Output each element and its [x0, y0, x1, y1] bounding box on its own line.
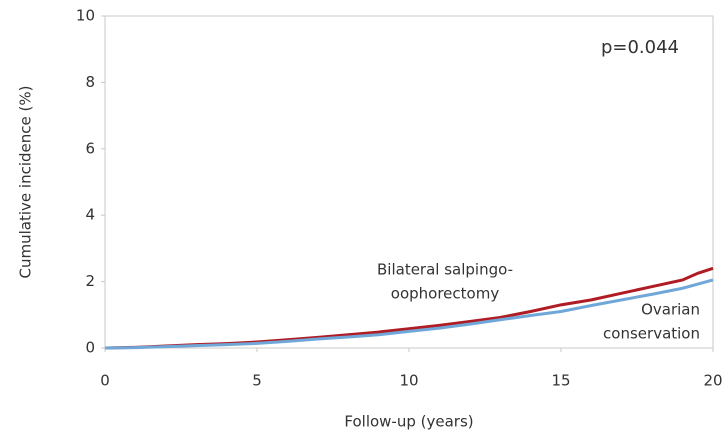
series-label: Bilateral salpingo-: [377, 261, 513, 279]
y-tick-label: 8: [85, 73, 95, 91]
y-tick-label: 6: [85, 139, 95, 157]
x-axis-label: Follow-up (years): [344, 413, 473, 431]
y-tick-label: 10: [76, 7, 95, 25]
x-tick-label: 0: [100, 372, 110, 390]
series-label: Ovarian: [641, 301, 700, 319]
y-axis-label: Cumulative incidence (%): [17, 86, 35, 279]
series-label: oophorectomy: [391, 285, 500, 303]
series-label: conservation: [603, 325, 700, 343]
x-tick-label: 10: [399, 372, 418, 390]
y-tick-label: 0: [85, 339, 95, 357]
series-line: [104, 278, 714, 350]
x-tick-label: 5: [252, 372, 262, 390]
y-tick-label: 2: [85, 272, 95, 290]
x-tick-label: 15: [551, 372, 570, 390]
y-tick-label: 4: [85, 206, 95, 224]
x-tick-label: 20: [703, 372, 722, 390]
p-value: p=0.044: [601, 37, 679, 58]
